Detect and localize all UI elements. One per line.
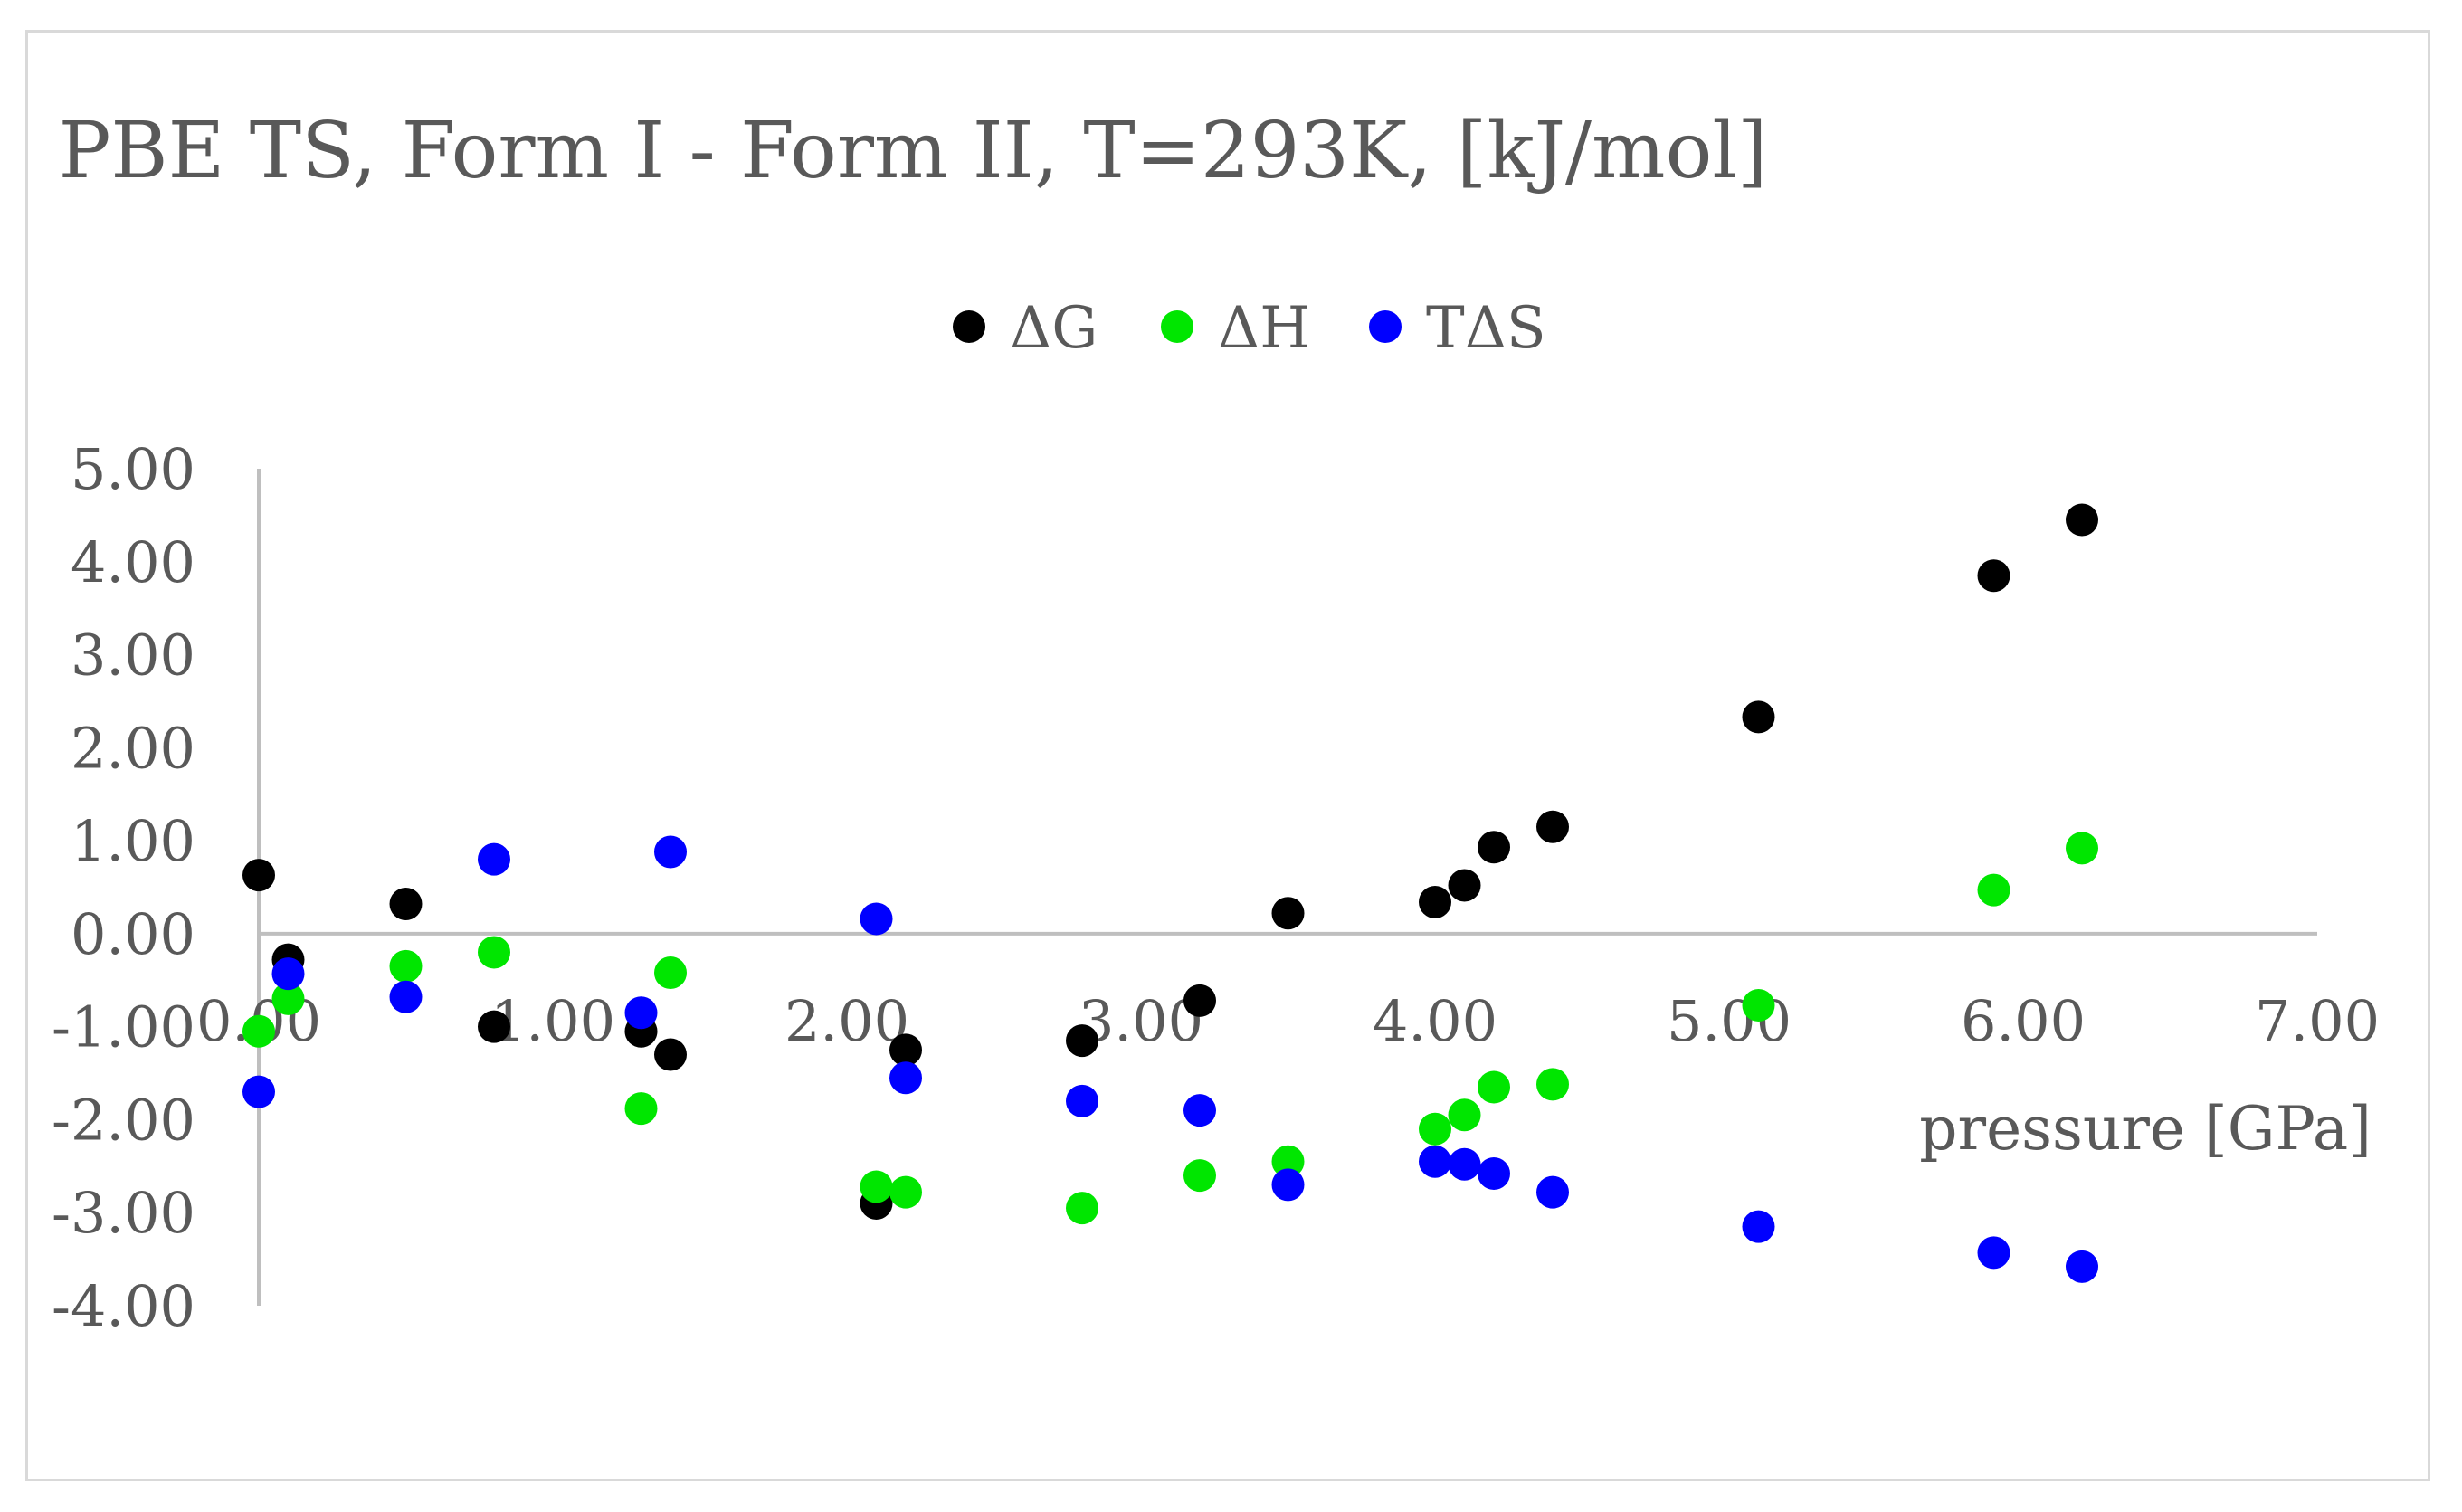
data-point [2066, 503, 2098, 537]
legend-label: TΔS [1426, 295, 1546, 362]
y-tick-label: 0.00 [71, 901, 195, 967]
data-point [654, 956, 687, 990]
data-point [889, 1061, 922, 1095]
data-point [654, 1038, 687, 1071]
data-point [1183, 984, 1216, 1017]
x-tick-label: 6.00 [1961, 988, 2086, 1054]
data-point [654, 835, 687, 869]
data-point [389, 980, 423, 1013]
data-point [1536, 1068, 1569, 1101]
data-point [860, 1170, 893, 1203]
data-point [1066, 1192, 1098, 1225]
series-points [242, 832, 2098, 1225]
y-tick-label: 5.00 [71, 436, 195, 502]
data-point [2066, 832, 2098, 865]
data-point [1448, 1098, 1481, 1132]
data-point [1536, 1175, 1569, 1209]
data-point [1536, 810, 1569, 843]
y-tick-label: -4.00 [52, 1273, 195, 1339]
y-tick-label: -2.00 [52, 1087, 195, 1153]
data-point [1271, 1145, 1305, 1178]
series-points [242, 835, 2098, 1283]
data-point [889, 1033, 922, 1067]
data-point [1977, 873, 2010, 907]
x-tick-label: 7.00 [2255, 988, 2380, 1054]
legend-marker [953, 310, 985, 343]
y-tick-labels: 5.00 4.00 3.00 2.00 1.00 0.00 -1.00 -2.00 -3.00 -… [52, 436, 195, 1339]
data-points [242, 503, 2098, 1283]
x-tick-label: 4.00 [1373, 988, 1497, 1054]
data-point [1066, 1084, 1098, 1117]
series-points [242, 503, 2098, 1220]
data-point [242, 1014, 275, 1048]
data-point [624, 996, 658, 1030]
data-point [1271, 897, 1305, 930]
data-point [2066, 1250, 2098, 1283]
data-point [1742, 989, 1775, 1022]
data-point [1478, 1070, 1510, 1104]
data-point [1419, 1112, 1451, 1146]
chart-title: PBE TS, Form I - Form II, T=293K, [kJ/mo… [59, 106, 1768, 196]
y-tick-label: 2.00 [71, 715, 195, 781]
data-point [1419, 885, 1451, 918]
x-tick-label: 1.00 [490, 988, 615, 1054]
data-point [242, 859, 275, 892]
data-point [389, 949, 423, 983]
data-point [1448, 1147, 1481, 1181]
data-point [889, 1175, 922, 1209]
data-point [1742, 1210, 1775, 1243]
data-point [1271, 1168, 1305, 1202]
data-point [1448, 869, 1481, 902]
data-point [271, 957, 305, 991]
data-point [478, 936, 510, 969]
data-point [478, 1010, 510, 1043]
data-point [1419, 1145, 1451, 1178]
y-tick-label: 3.00 [71, 623, 195, 689]
data-point [1183, 1094, 1216, 1127]
legend-marker [1161, 310, 1193, 343]
data-point [478, 842, 510, 876]
x-axis-label: pressure [GPa] [1919, 1094, 2372, 1164]
y-tick-label: 1.00 [71, 808, 195, 874]
x-tick-label: 2.00 [784, 988, 909, 1054]
chart-svg: PBE TS, Form I - Form II, T=293K, [kJ/mo… [52, 106, 2380, 1339]
y-tick-label: -1.00 [52, 994, 195, 1060]
data-point [1478, 1157, 1510, 1191]
legend-marker [1369, 310, 1402, 343]
x-tick-labels: 0.001.002.003.004.005.006.007.00 [196, 988, 2380, 1054]
data-point [860, 902, 893, 936]
legend-item: ΔH [1161, 295, 1310, 362]
data-point [1478, 831, 1510, 864]
x-tick-label: 3.00 [1079, 988, 1203, 1054]
legend-item: ΔG [953, 295, 1098, 362]
data-point [242, 1075, 275, 1108]
legend-label: ΔG [1010, 295, 1098, 362]
data-point [1066, 1024, 1098, 1058]
legend-item: TΔS [1369, 295, 1546, 362]
data-point [1977, 559, 2010, 593]
y-tick-label: 4.00 [71, 529, 195, 595]
y-tick-label: -3.00 [52, 1180, 195, 1246]
data-point [389, 888, 423, 920]
data-point [1742, 700, 1775, 734]
data-point [271, 982, 305, 1015]
legend-label: ΔH [1218, 295, 1310, 362]
data-point [1183, 1159, 1216, 1193]
data-point [1977, 1236, 2010, 1270]
chart-frame: PBE TS, Form I - Form II, T=293K, [kJ/mo… [25, 30, 2430, 1481]
data-point [624, 1092, 658, 1126]
legend: ΔG ΔH TΔS [953, 295, 1546, 362]
